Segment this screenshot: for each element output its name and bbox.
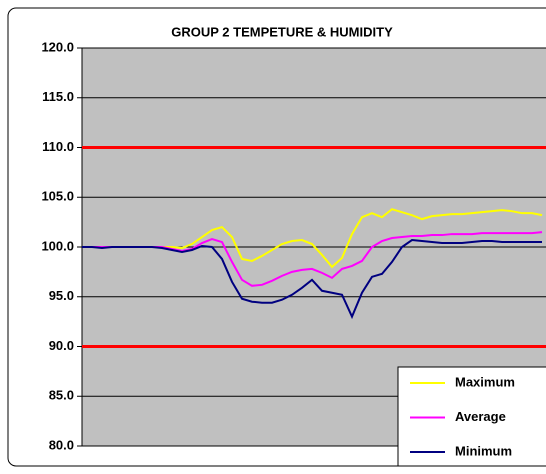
y-tick-label: 90.0 <box>49 338 74 353</box>
y-tick-label: 95.0 <box>49 288 74 303</box>
chart-title: GROUP 2 TEMPETURE & HUMIDITY <box>171 24 393 39</box>
y-tick-label: 100.0 <box>41 238 74 253</box>
y-tick-label: 120.0 <box>41 39 74 54</box>
y-tick-label: 110.0 <box>42 139 74 154</box>
y-tick-label: 105.0 <box>41 189 74 204</box>
legend-label: Minimum <box>455 443 512 458</box>
y-tick-label: 115.0 <box>42 89 74 104</box>
legend-label: Maximum <box>455 374 515 389</box>
y-tick-label: 80.0 <box>49 437 74 452</box>
series-line <box>82 239 542 320</box>
y-tick-label: 85.0 <box>49 388 74 403</box>
legend-label: Average <box>455 409 506 424</box>
